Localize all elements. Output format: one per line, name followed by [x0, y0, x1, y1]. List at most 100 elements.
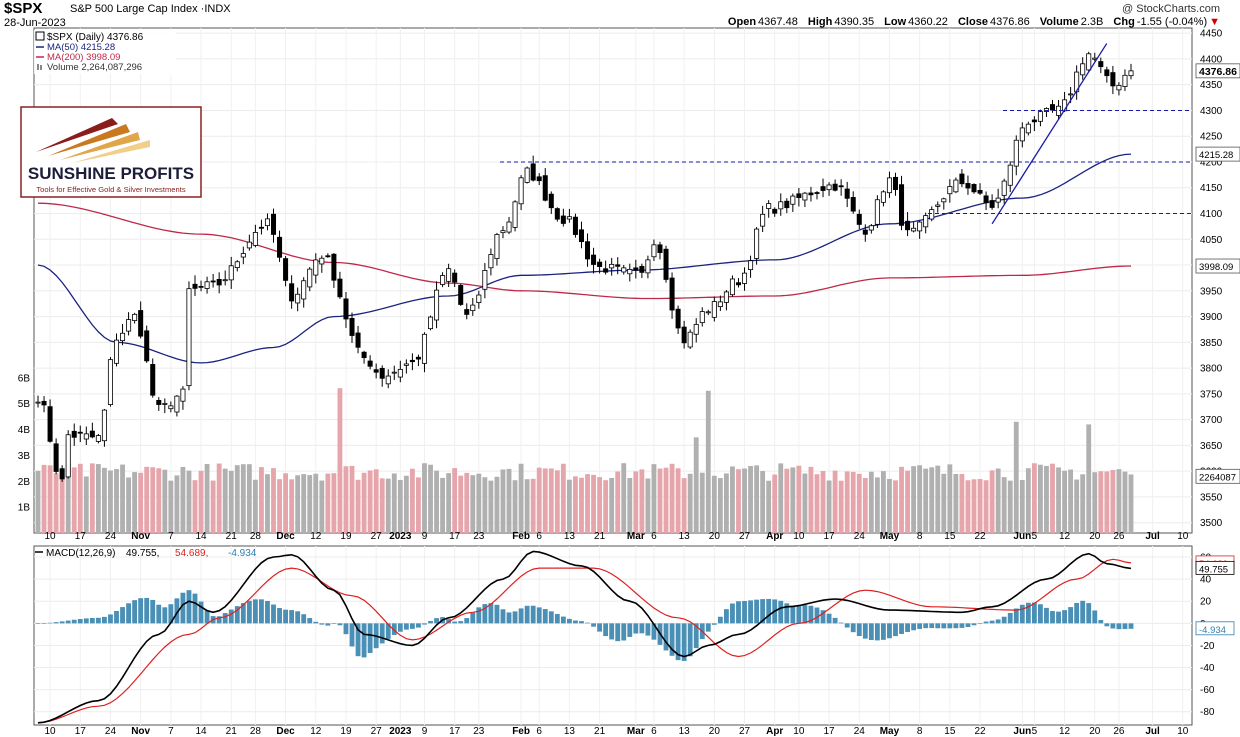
x-tick-label-macd: 7	[168, 726, 174, 737]
candle-body	[512, 201, 518, 228]
macd-histogram-bar	[971, 623, 977, 626]
candle-body	[657, 244, 663, 253]
macd-histogram-bar	[500, 609, 506, 624]
volume-bar	[132, 472, 138, 533]
macd-histogram-bar	[391, 623, 397, 635]
macd-histogram-bar	[778, 600, 784, 624]
last-value-box	[1195, 146, 1240, 162]
candlestick	[156, 397, 162, 411]
logo-name: SUNSHINE PROFITS	[28, 164, 194, 183]
candlestick	[391, 365, 397, 381]
volume-bar	[838, 480, 844, 533]
volume-bar	[1080, 474, 1086, 533]
macd-histogram-bar	[1031, 602, 1037, 624]
open-label: Open	[727, 16, 757, 28]
macd-histogram-bar	[730, 603, 735, 624]
macd-histogram-bar	[953, 623, 959, 629]
macd-histogram-bar	[977, 623, 983, 624]
volume-bar	[766, 480, 772, 533]
macd-histogram-bar	[754, 599, 760, 624]
candle-body	[53, 443, 59, 472]
x-tick-label-macd: Nov	[131, 726, 150, 737]
macd-histogram-bar	[748, 600, 753, 624]
candlestick	[277, 230, 283, 262]
candle-body	[367, 360, 373, 367]
x-tick-label-macd: 10	[1177, 726, 1189, 737]
x-tick-label: Nov	[131, 531, 150, 542]
macd-histogram-bar	[796, 605, 802, 624]
candle-body	[729, 278, 735, 296]
candlestick	[246, 234, 252, 251]
volume-bar	[319, 480, 325, 533]
x-tick-label: 6	[536, 531, 542, 542]
candle-body	[723, 291, 729, 303]
volume-bar	[591, 474, 596, 533]
candlestick	[252, 224, 258, 248]
legend-ma200: MA(200) 3998.09	[47, 52, 120, 63]
volume-bar	[428, 464, 433, 533]
volume-bar	[186, 470, 192, 533]
candlestick	[349, 312, 355, 343]
macd-histogram-bar	[609, 623, 615, 640]
close-value: 4376.86	[989, 16, 1030, 28]
volume-bar	[639, 469, 645, 533]
volume-bar	[222, 468, 228, 533]
volume-bar	[1074, 479, 1080, 533]
volume-value: 2.3B	[1080, 16, 1104, 28]
macd-value-label: 49.755	[1199, 564, 1228, 575]
volume-bar	[434, 470, 439, 533]
macd-histogram-bar	[603, 623, 609, 637]
macd-histogram-bar	[887, 623, 892, 639]
last-value-box	[1195, 258, 1240, 274]
macd-histogram-bar	[77, 619, 83, 624]
x-tick-label: 9	[422, 531, 428, 542]
volume-bar	[977, 478, 983, 533]
volume-bar	[180, 467, 186, 533]
price-tick-label: 3650	[1200, 441, 1223, 452]
candlestick	[917, 220, 923, 239]
macd-histogram-bar	[228, 609, 234, 624]
x-tick-label: 24	[105, 531, 117, 542]
volume-bar	[83, 476, 89, 533]
candle-body	[77, 431, 83, 434]
candle-body	[120, 332, 126, 342]
candle-body	[355, 332, 361, 348]
candle-body	[458, 285, 464, 305]
volume-bar	[1031, 463, 1037, 533]
candlestick	[977, 183, 983, 195]
volume-bar	[554, 470, 560, 533]
volume-bar	[476, 473, 482, 533]
candle-body	[772, 208, 778, 214]
candlestick	[337, 271, 343, 299]
volume-bar	[1019, 480, 1025, 533]
candle-body	[1013, 139, 1019, 167]
volume-bar	[95, 464, 101, 533]
macd-line	[37, 550, 1132, 724]
volume-bar	[560, 463, 566, 533]
macd-histogram-bar	[1068, 607, 1074, 624]
candle-body	[428, 316, 434, 330]
candlestick	[1025, 121, 1031, 136]
sun-rays-logo-icon	[36, 118, 150, 163]
volume-bar	[899, 466, 904, 533]
candle-body	[113, 339, 120, 364]
candle-body	[1122, 74, 1128, 87]
volume-bar	[651, 464, 657, 533]
volume-bar	[53, 473, 59, 533]
candlestick	[892, 172, 899, 196]
legend-volume: Volume 2,264,087,296	[47, 62, 142, 73]
volume-bar	[573, 476, 578, 533]
macd-histogram-bar	[240, 603, 246, 624]
candlestick	[319, 255, 325, 273]
volume-bar	[458, 475, 464, 533]
price-tick-label: 4300	[1200, 106, 1223, 117]
macd-histogram-bar	[820, 610, 826, 624]
macd-value-label: -4.934	[1199, 625, 1226, 636]
volume-bar	[144, 466, 150, 533]
volume-bar	[760, 471, 766, 533]
volume-bar	[971, 479, 977, 533]
macd-histogram-bar	[802, 605, 808, 624]
candle-body	[482, 270, 488, 290]
candle-body	[258, 226, 264, 229]
macd-histogram-bar	[548, 611, 554, 624]
